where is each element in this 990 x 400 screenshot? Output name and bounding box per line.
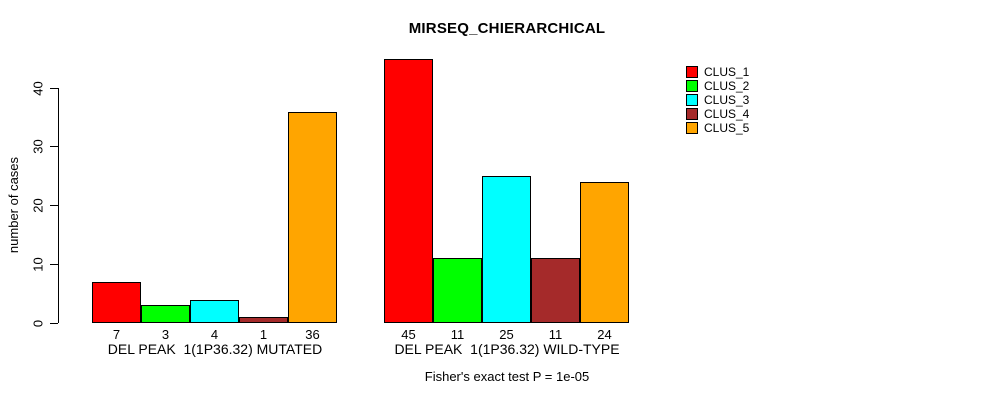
y-axis-tick-label: 40: [30, 80, 46, 96]
bar-clus_5: [288, 111, 337, 323]
bar-value-label: 4: [210, 327, 219, 342]
bar-value-label: 25: [499, 327, 514, 342]
bar-value-label: 1: [259, 327, 268, 342]
bar-clus_3: [190, 299, 239, 323]
y-axis-tick: [50, 146, 58, 148]
y-axis-tick: [50, 205, 58, 206]
bar-value-label: 11: [548, 327, 563, 342]
bar-clus_5: [580, 182, 629, 323]
bar-clus_4: [531, 258, 580, 323]
legend-swatch-icon: [686, 66, 698, 78]
legend-label: CLUS_1: [704, 65, 750, 79]
group-label-wildtype: DEL PEAK 1(1P36.32) WILD-TYPE: [394, 341, 620, 357]
y-axis-tick: [50, 263, 58, 265]
fisher-test-note: Fisher's exact test P = 1e-05: [424, 369, 590, 384]
y-axis-tick: [50, 87, 58, 89]
legend-swatch-icon: [686, 122, 698, 134]
legend-swatch-icon: [686, 80, 698, 92]
bar-value-label: 7: [112, 327, 121, 342]
bar-clus_4: [239, 317, 288, 323]
legend-swatch-icon: [686, 108, 698, 120]
legend-label: CLUS_2: [704, 79, 750, 93]
bar-value-label: 45: [401, 327, 416, 342]
bar-value-label: 11: [450, 327, 465, 342]
y-axis-tick-label: 30: [30, 139, 46, 154]
bar-clus_2: [433, 258, 482, 323]
bar-clus_2: [141, 305, 190, 323]
bar-clus_1: [384, 58, 433, 323]
legend-label: CLUS_3: [704, 93, 750, 107]
legend-label: CLUS_4: [704, 107, 750, 121]
y-axis-tick-label: 0: [30, 319, 46, 327]
legend-label: CLUS_5: [704, 121, 750, 135]
y-axis-label: number of cases: [6, 156, 21, 254]
y-axis-tick-label: 10: [30, 257, 46, 272]
bar-clus_3: [482, 176, 531, 323]
bar-value-label: 3: [161, 327, 170, 342]
bar-value-label: 24: [597, 327, 612, 342]
legend-swatch-icon: [686, 94, 698, 106]
y-axis-tick: [50, 322, 58, 324]
bar-value-label: 36: [305, 327, 320, 342]
bar-clus_1: [92, 281, 141, 323]
group-label-mutated: DEL PEAK 1(1P36.32) MUTATED: [107, 341, 323, 357]
y-axis-line: [58, 88, 59, 323]
chart-title: MIRSEQ_CHIERARCHICAL: [408, 20, 606, 37]
y-axis-tick-label: 20: [30, 198, 46, 213]
